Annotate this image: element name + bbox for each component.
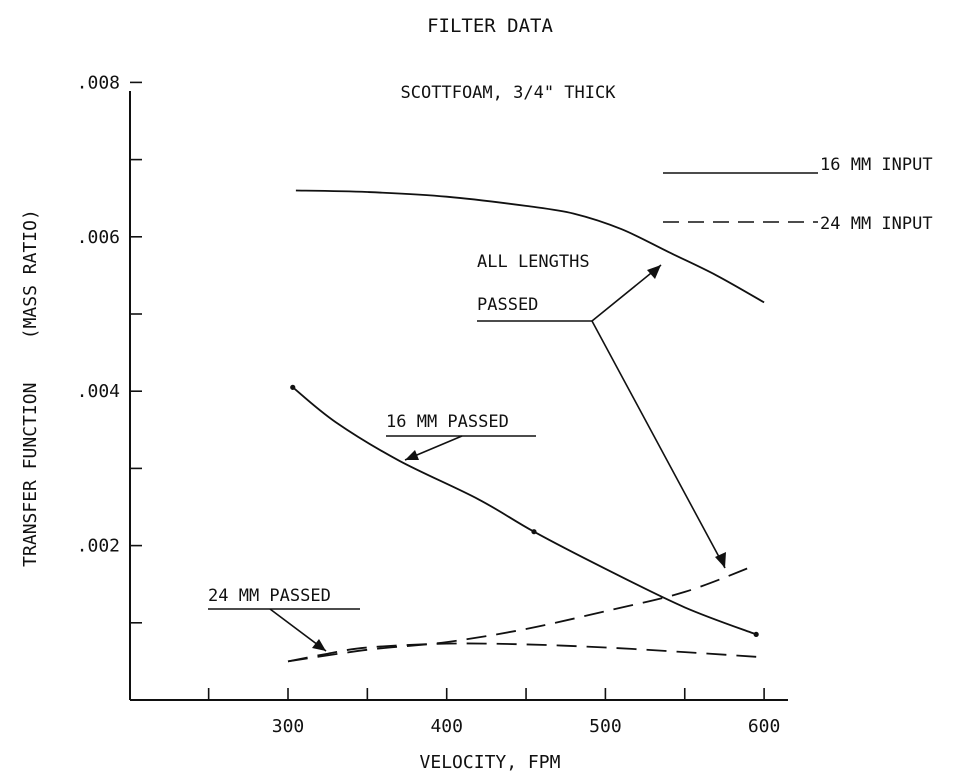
y-tick-label: .008 [77,72,120,93]
chart-title: FILTER DATA [427,15,553,37]
annotation-all-lengths-line2: PASSED [477,295,538,315]
x-tick-label: 400 [430,716,463,737]
x-axis-label: VELOCITY, FPM [420,752,561,773]
y-tick-label: .006 [77,227,120,248]
y-axis-ticks: .002 .004 .006 .008 [77,72,142,624]
annotation-24mm-passed-label: 24 MM PASSED [208,586,331,606]
legend-label-24mm-input: 24 MM INPUT [820,214,933,234]
series-line-24-mm-input [287,642,757,663]
annotation-24mm-passed: 24 MM PASSED [208,586,360,652]
annotation-all-lengths-passed: ALL LENGTHS PASSED [477,252,726,569]
x-axis-ticks: 300 400 500 600 [207,688,781,737]
data-point-16-mm-passed [531,529,537,535]
series-line-16-mm-passed [292,386,757,636]
annotation-16mm-passed: 16 MM PASSED [386,412,536,461]
series-line-16-mm-input [295,189,765,304]
arrowhead-icon [312,639,326,651]
y-tick-label: .004 [77,381,120,402]
y-axis-label: TRANSFER FUNCTION (MASS RATIO) [20,209,41,567]
x-tick-label: 300 [272,716,305,737]
x-tick-label: 600 [748,716,781,737]
y-tick-label: .002 [77,536,120,557]
annotation-all-lengths-arrow-up [591,264,662,322]
annotation-16mm-passed-label: 16 MM PASSED [386,412,509,432]
arrowhead-icon [647,265,661,279]
series-line-24-mm-passed [287,564,757,663]
data-point-16-mm-passed [290,384,296,390]
series-layer [287,189,765,663]
chart-subtitle: SCOTTFOAM, 3/4" THICK [401,83,617,103]
legend: 16 MM INPUT 24 MM INPUT [663,155,933,234]
legend-label-16mm-input: 16 MM INPUT [820,155,933,175]
data-point-16-mm-passed [753,631,759,637]
x-tick-label: 500 [589,716,622,737]
annotation-all-lengths-line1: ALL LENGTHS [477,252,590,272]
arrowhead-icon [715,552,726,568]
arrowhead-icon [405,450,419,460]
annotation-all-lengths-arrow-down [591,320,726,569]
plot-area: .002 .004 .006 .008 300 400 500 600 [77,72,788,737]
